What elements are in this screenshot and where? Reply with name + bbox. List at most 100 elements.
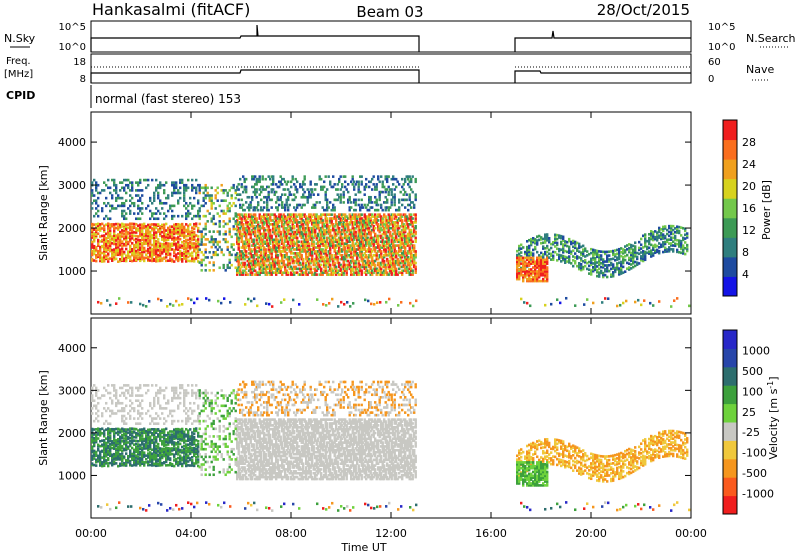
power-cell	[137, 183, 140, 187]
power-cell	[161, 230, 164, 234]
power-cell	[285, 253, 288, 257]
power-cell	[141, 250, 144, 254]
power-cell	[362, 248, 365, 251]
power-cell	[251, 217, 254, 220]
power-cell	[179, 249, 182, 253]
power-cell	[197, 183, 200, 187]
power-cell	[378, 267, 381, 271]
power-cell	[314, 273, 317, 276]
power-cell	[520, 243, 523, 247]
power-cell	[191, 207, 194, 210]
power-cell	[303, 240, 306, 244]
power-cell	[99, 247, 102, 251]
power-cell	[232, 201, 235, 205]
power-cell	[135, 194, 138, 197]
power-cell	[101, 207, 104, 210]
power-cell	[293, 248, 296, 251]
power-cell	[285, 203, 288, 207]
power-cell	[204, 194, 207, 197]
power-cell	[374, 248, 377, 251]
power-cell	[626, 244, 629, 247]
power-cell	[149, 240, 152, 244]
power-cell	[375, 236, 378, 240]
power-cell	[396, 263, 399, 267]
power-cell	[318, 215, 321, 218]
power-cell	[266, 224, 269, 228]
power-cell	[226, 191, 229, 195]
power-cell	[526, 251, 529, 255]
power-cell	[357, 180, 360, 184]
power-cell	[330, 273, 333, 276]
power-cell	[273, 259, 276, 263]
power-cell	[374, 195, 377, 199]
power-cell	[287, 206, 290, 209]
power-cell	[351, 273, 354, 276]
power-cell	[377, 257, 380, 261]
power-cell	[276, 269, 279, 273]
power-cell	[312, 236, 315, 240]
power-cell	[267, 248, 270, 251]
power-cell	[372, 267, 375, 271]
power-cell	[614, 249, 617, 252]
power-cell	[550, 242, 553, 246]
power-cell	[381, 244, 384, 247]
power-cell	[528, 262, 531, 265]
power-cell	[384, 201, 387, 204]
power-cell	[240, 236, 243, 240]
power-cell	[177, 201, 180, 205]
nsky-tick-low: 10^0	[59, 42, 86, 53]
power-cell	[336, 252, 339, 255]
power-cell	[282, 263, 285, 267]
power-cell	[384, 177, 387, 181]
power-cell	[284, 267, 287, 271]
power-cell	[254, 208, 257, 212]
power-cell	[255, 190, 258, 194]
power-cell	[246, 263, 249, 267]
power-cell	[119, 249, 122, 253]
power-cell	[386, 246, 389, 249]
power-cell	[195, 256, 198, 260]
power-cell	[107, 201, 110, 205]
power-cell	[556, 241, 559, 245]
power-cell	[330, 185, 333, 189]
power-cell	[318, 201, 321, 204]
power-cell	[255, 246, 258, 249]
power-cell	[117, 242, 120, 246]
power-cell	[125, 230, 128, 234]
power-cell	[300, 217, 303, 220]
power-cell	[524, 250, 527, 254]
power-cell	[139, 207, 142, 210]
power-cell	[398, 226, 401, 230]
power-cell	[191, 254, 194, 258]
power-cell	[317, 267, 320, 271]
power-cell	[568, 259, 571, 262]
power-cell	[404, 248, 407, 251]
power-cell	[329, 253, 332, 257]
power-cell	[312, 221, 315, 224]
power-cell	[377, 240, 380, 244]
power-cell	[357, 244, 360, 247]
power-cell	[281, 224, 284, 228]
power-cell	[302, 195, 305, 199]
power-cell	[269, 238, 272, 242]
power-cell	[377, 208, 380, 212]
power-cell	[249, 259, 252, 263]
power-cell	[141, 233, 144, 236]
power-cell	[306, 201, 309, 204]
power-cell	[329, 269, 332, 273]
power-cell	[546, 256, 549, 260]
power-cell	[534, 262, 537, 265]
power-cell	[266, 206, 269, 209]
power-cell	[257, 250, 260, 253]
power-cell	[248, 213, 251, 216]
power-cell	[306, 267, 309, 271]
power-cell	[634, 264, 637, 268]
power-cell	[359, 250, 362, 253]
power-cell	[300, 230, 303, 234]
power-cell	[266, 242, 269, 245]
power-cell	[411, 259, 414, 263]
power-cell	[266, 259, 269, 263]
power-cell	[131, 251, 134, 255]
power-cell	[321, 223, 324, 226]
